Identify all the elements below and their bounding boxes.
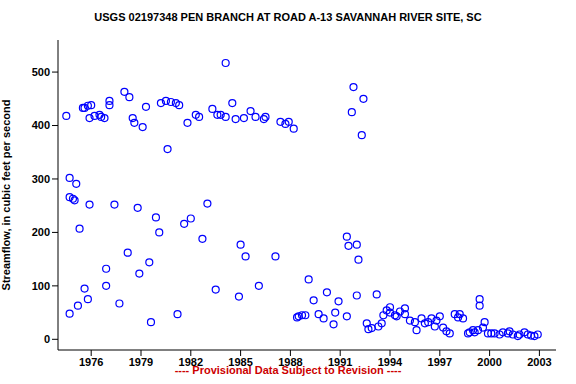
svg-text:0: 0 [44,333,50,345]
svg-text:400: 400 [32,119,50,131]
svg-text:2003: 2003 [527,356,551,368]
svg-text:1976: 1976 [79,356,103,368]
svg-text:200: 200 [32,226,50,238]
svg-text:1979: 1979 [129,356,153,368]
svg-text:500: 500 [32,66,50,78]
svg-text:1997: 1997 [428,356,452,368]
svg-text:2000: 2000 [477,356,501,368]
svg-text:300: 300 [32,173,50,185]
svg-text:Streamflow, in cubic feet per: Streamflow, in cubic feet per second [8,100,12,291]
svg-text:100: 100 [32,280,50,292]
